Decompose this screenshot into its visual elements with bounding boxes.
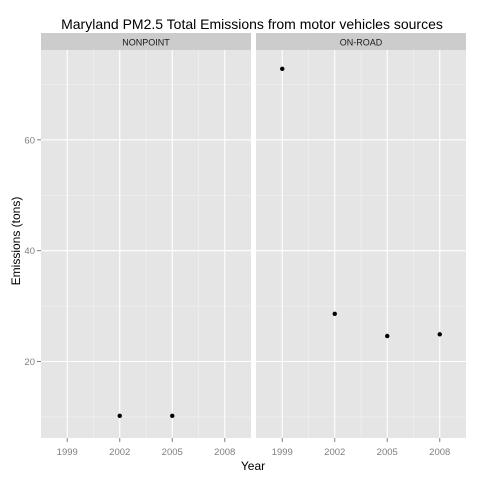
x-axis-label: Year <box>241 459 265 473</box>
x-tick-label: 1999 <box>57 447 78 458</box>
y-axis-label: Emissions (tons) <box>9 197 23 286</box>
facet-strip-label: ON-ROAD <box>340 38 383 48</box>
x-tick-label: 2005 <box>162 447 183 458</box>
data-point <box>170 413 175 419</box>
x-tick-label: 2008 <box>429 447 450 458</box>
data-point <box>332 311 337 317</box>
y-tick-label: 40 <box>24 246 35 257</box>
x-tick-label: 2005 <box>377 447 398 458</box>
facet-strip <box>41 33 251 50</box>
chart-title: Maryland PM2.5 Total Emissions from moto… <box>61 16 443 32</box>
data-point <box>280 66 285 72</box>
x-tick-label: 2008 <box>214 447 235 458</box>
data-point <box>117 413 122 419</box>
x-tick-label: 2002 <box>324 447 345 458</box>
data-point <box>385 333 390 339</box>
facet-strip-label: NONPOINT <box>122 38 170 48</box>
x-tick-label: 1999 <box>272 447 293 458</box>
y-tick-label: 60 <box>24 135 35 146</box>
x-tick-label: 2002 <box>109 447 130 458</box>
data-point <box>437 332 442 337</box>
facet-strip <box>256 33 466 50</box>
y-tick-label: 20 <box>24 357 35 368</box>
